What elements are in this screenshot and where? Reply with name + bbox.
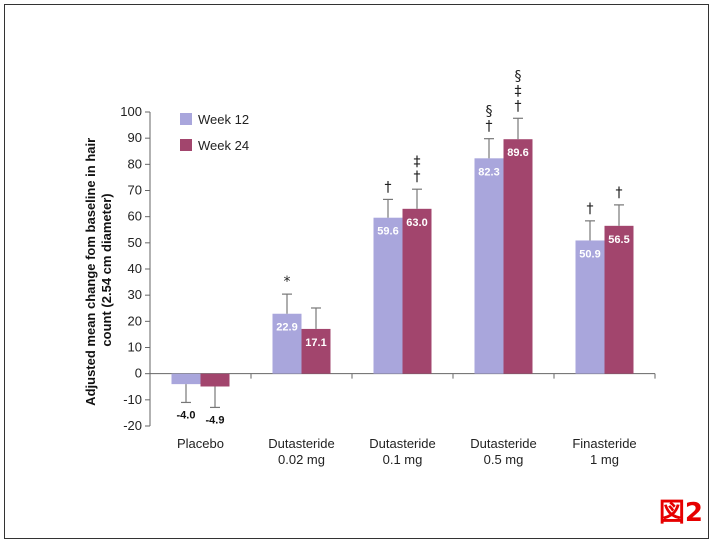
figure-number-badge: 図2 <box>658 498 703 528</box>
significance-marker: † <box>616 185 623 201</box>
significance-marker: § <box>515 68 522 84</box>
data-label: 17.1 <box>305 337 326 349</box>
x-category-label: Dutasteride 0.02 mg <box>268 436 334 467</box>
legend-label: Week 24 <box>198 138 249 153</box>
data-label: 63.0 <box>406 217 427 229</box>
y-tick-label: 30 <box>128 287 142 302</box>
y-tick-label: 100 <box>120 104 142 119</box>
y-axis-title-line-2: count (2.54 cm diameter) <box>99 193 114 346</box>
x-category-label-line: 1 mg <box>590 452 619 467</box>
x-category-label-line: Dutasteride <box>470 436 536 451</box>
y-axis-title: Adjusted mean change fom baseline in hai… <box>83 134 114 406</box>
y-axis-title-line-1: Adjusted mean change fom baseline in hai… <box>83 138 98 406</box>
y-tick-label: 90 <box>128 130 142 145</box>
y-tick-label: -10 <box>123 392 142 407</box>
x-category-label-line: Finasteride <box>572 436 636 451</box>
y-tick-label: 80 <box>128 156 142 171</box>
bar-week-12 <box>474 158 504 374</box>
data-label: 22.9 <box>276 322 297 334</box>
x-category-label: Placebo <box>177 436 224 451</box>
x-category-label-line: Dutasteride <box>268 436 334 451</box>
y-tick-label: 10 <box>128 340 142 355</box>
y-tick-label: 40 <box>128 261 142 276</box>
significance-marker: ‡ <box>414 154 421 170</box>
significance-marker: † <box>385 179 392 195</box>
data-label: 59.6 <box>377 226 398 238</box>
bar-week-24 <box>604 225 634 374</box>
legend-label: Week 12 <box>198 112 249 127</box>
data-label: -4.0 <box>177 409 196 421</box>
bar-week-24 <box>301 328 331 374</box>
significance-marker: § <box>486 104 493 120</box>
data-label: -4.9 <box>206 414 225 426</box>
y-tick-label: 50 <box>128 235 142 250</box>
bar-week-12 <box>373 217 403 374</box>
x-category-label: Dutasteride 0.5 mg <box>470 436 536 467</box>
y-tick-label: -20 <box>123 418 142 433</box>
legend-swatch <box>180 139 192 151</box>
bar-week-12 <box>272 313 302 374</box>
data-label: 56.5 <box>608 234 629 246</box>
legend: Week 12 Week 24 <box>180 112 249 153</box>
bar-week-24 <box>402 208 432 374</box>
y-tick-label: 20 <box>128 313 142 328</box>
bars-layer <box>171 117 634 409</box>
data-label: 89.6 <box>507 147 528 159</box>
data-label: 50.9 <box>579 248 600 260</box>
axis-layer: -20 -10 0 10 20 30 40 50 60 70 80 90 100 <box>120 104 656 433</box>
x-category-label: Dutasteride 0.1 mg <box>369 436 435 467</box>
x-category-label-line: 0.1 mg <box>383 452 423 467</box>
bar-week-12 <box>575 240 605 374</box>
significance-marker: ‡ <box>515 83 522 99</box>
x-category-label: Finasteride 1 mg <box>572 436 636 467</box>
y-tick-label: 0 <box>135 366 142 381</box>
y-tick-label: 70 <box>128 183 142 198</box>
significance-marker: † <box>414 169 421 185</box>
legend-swatch <box>180 113 192 125</box>
significance-marker: † <box>515 98 522 114</box>
x-category-label-line: 0.5 mg <box>484 452 524 467</box>
x-category-label-line: 0.02 mg <box>278 452 325 467</box>
significance-marker: † <box>486 119 493 135</box>
bar-week-24 <box>503 139 533 374</box>
x-category-label-line: Placebo <box>177 436 224 451</box>
significance-marker: † <box>587 201 594 217</box>
data-label: 82.3 <box>478 166 499 178</box>
bar-week-12 <box>171 373 201 385</box>
y-tick-label: 60 <box>128 209 142 224</box>
significance-marker: * <box>284 274 291 290</box>
x-category-label-line: Dutasteride <box>369 436 435 451</box>
bar-week-24 <box>200 373 230 387</box>
